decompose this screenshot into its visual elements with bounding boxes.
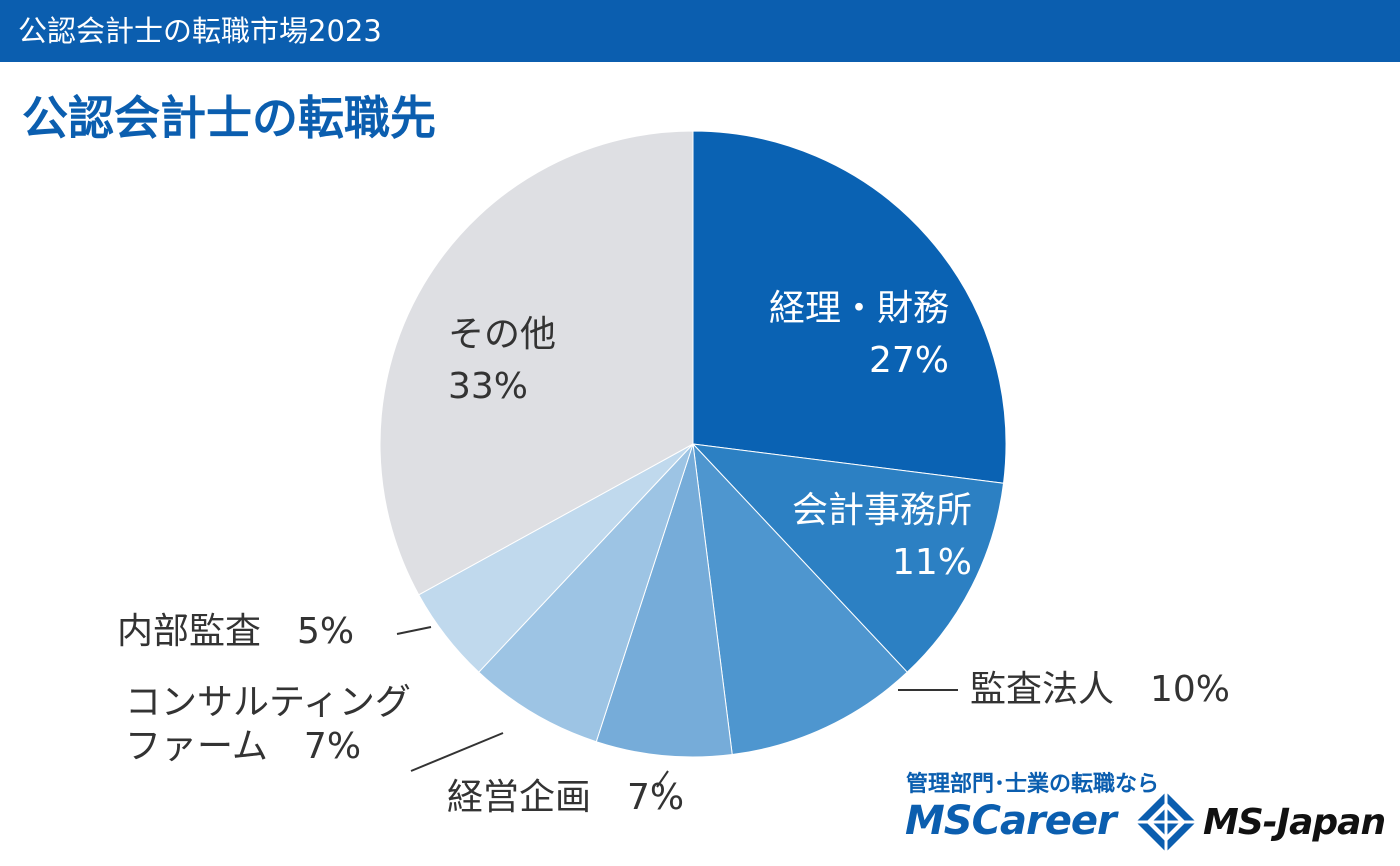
label-consult-1: コンサルティング: [125, 682, 411, 723]
pie-slice-6: [379, 130, 694, 596]
label-consult-2: ファーム 7%: [125, 726, 362, 767]
label-kaikei-pct: 11%: [891, 542, 972, 583]
leader-line-keiei: [656, 770, 669, 788]
pie-slice-4: [478, 443, 694, 743]
pie-slice-0: [692, 130, 1007, 484]
label-keiri: 経理・財務: [768, 288, 949, 329]
brand-mscareer: MSCareer: [905, 798, 1117, 844]
label-naibu: 内部監査 5%: [117, 611, 355, 652]
leader-line-naibu: [396, 626, 432, 635]
label-keiri-pct: 27%: [868, 340, 949, 381]
diamond-logo-icon: [1136, 792, 1196, 852]
pie-slice-3: [595, 443, 733, 758]
top-banner: 公認会計士の転職市場2023: [0, 0, 1400, 62]
leader-line-consult: [410, 732, 504, 772]
banner-title: 公認会計士の転職市場2023: [18, 14, 382, 48]
chart-title: 公認会計士の転職先: [22, 91, 436, 145]
label-kansa: 監査法人 10%: [970, 669, 1231, 710]
brand-msjapan: MS-Japan: [1203, 802, 1386, 843]
label-keiei: 経営企画 7%: [447, 777, 685, 818]
label-sonota-pct: 33%: [448, 366, 529, 407]
label-sonota: その他: [448, 314, 557, 355]
label-kaikei: 会計事務所: [791, 490, 972, 531]
brand-tagline: 管理部門･士業の転職なら: [906, 772, 1160, 797]
pie-slice-1: [691, 443, 1005, 673]
pie-slice-2: [692, 442, 908, 756]
